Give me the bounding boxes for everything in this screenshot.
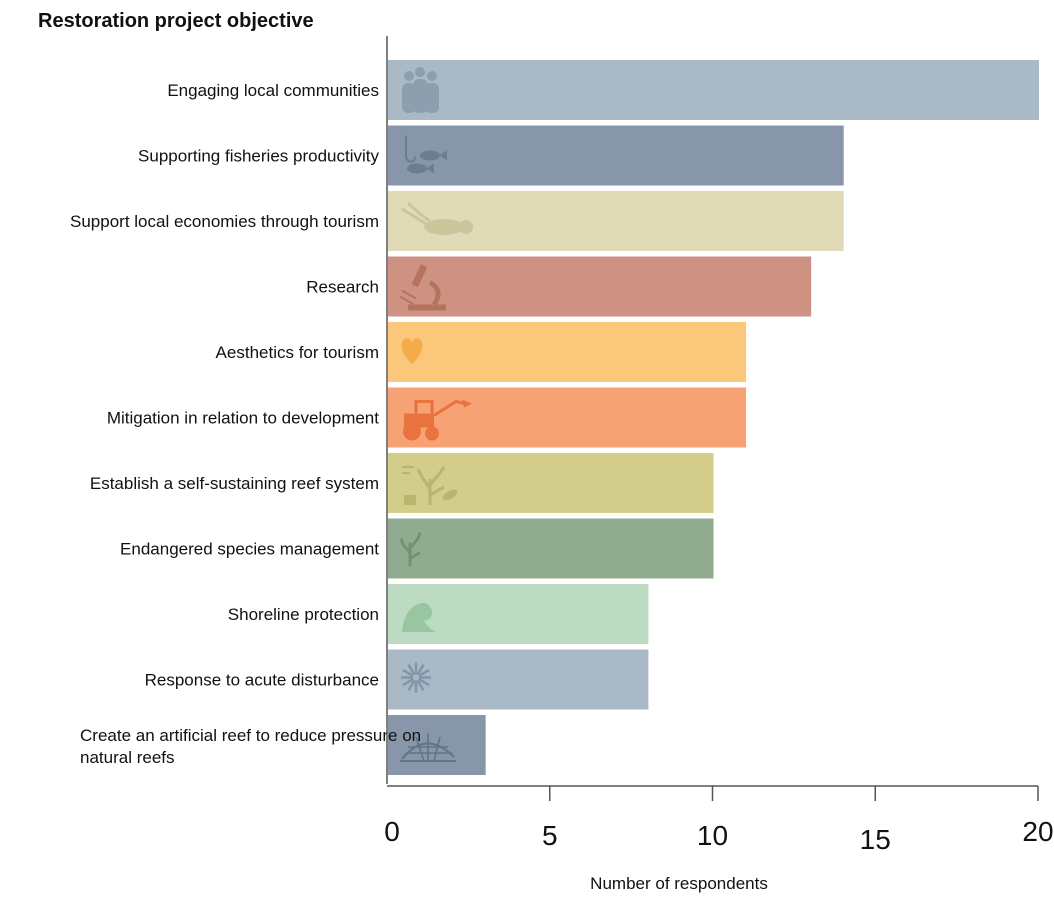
wave-icon — [402, 603, 436, 632]
category-label: Response to acute disturbance — [145, 671, 379, 690]
category-label: Research — [306, 278, 379, 297]
category-label: Mitigation in relation to development — [107, 409, 379, 428]
x-tick-label: 20 — [1022, 816, 1053, 847]
x-axis-title: Number of respondents — [590, 874, 768, 893]
people-icon — [402, 67, 439, 113]
bar-research — [388, 256, 812, 317]
starburst-icon — [401, 662, 431, 693]
x-axis-ticks: 0 5 10 15 20 — [384, 786, 1054, 855]
bar-aesthetics-for-tourism — [388, 322, 747, 382]
x-tick-label: 10 — [697, 820, 728, 851]
bulldozer-icon — [403, 399, 472, 441]
y-axis-title: Restoration project objective — [38, 10, 314, 32]
category-label: Supporting fisheries productivity — [138, 147, 379, 166]
diver-icon — [401, 201, 473, 235]
category-labels: Engaging local communities Supporting fis… — [70, 81, 421, 767]
bar-response-to-acute-disturbance — [388, 649, 649, 710]
category-label: Aesthetics for tourism — [216, 343, 379, 362]
bars-group — [388, 60, 1039, 775]
category-label: Shoreline protection — [228, 605, 379, 624]
bar-endangered-species-management — [388, 518, 714, 579]
category-label: Engaging local communities — [167, 81, 379, 100]
heart-icon — [401, 338, 423, 364]
bar-establish-a-self-sustaining-reef-system — [388, 453, 714, 513]
microscope-icon — [399, 264, 446, 311]
category-label: Establish a self-sustaining reef system — [90, 474, 379, 493]
bar-mitigation-in-relation-to-development — [388, 387, 747, 448]
bar-supporting-fisheries-productivity — [388, 125, 844, 186]
category-label: Support local economies through tourism — [70, 212, 379, 231]
reef-structure-icon — [400, 733, 456, 762]
coral-icon — [399, 532, 422, 567]
fishing-icon — [405, 135, 447, 174]
x-tick-label: 0 — [384, 816, 400, 847]
x-tick-label: 5 — [542, 820, 558, 851]
category-label: Create an artificial reef to reduce pres… — [80, 726, 421, 767]
icons-group — [399, 67, 473, 762]
bar-engaging-local-communities — [388, 60, 1039, 120]
category-label: Endangered species management — [120, 540, 379, 559]
coral-garden-icon — [402, 466, 458, 505]
x-tick-label: 15 — [860, 824, 891, 855]
